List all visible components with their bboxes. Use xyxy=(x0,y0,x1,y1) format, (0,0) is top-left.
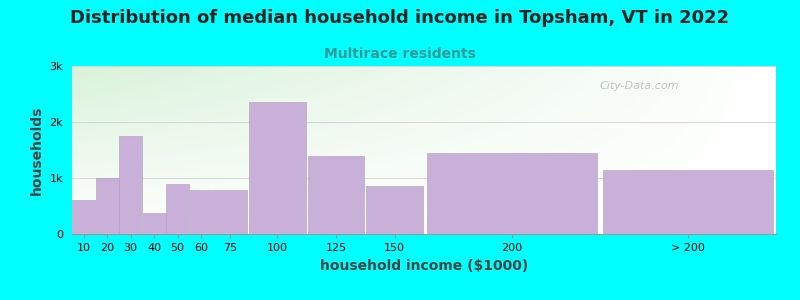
Bar xyxy=(307,156,365,234)
Bar xyxy=(426,153,598,234)
Bar xyxy=(119,136,142,234)
Bar xyxy=(249,102,306,234)
Y-axis label: households: households xyxy=(30,105,44,195)
Bar xyxy=(142,213,166,234)
Bar xyxy=(190,190,213,234)
Text: Distribution of median household income in Topsham, VT in 2022: Distribution of median household income … xyxy=(70,9,730,27)
Bar xyxy=(214,190,247,234)
Bar xyxy=(72,200,95,234)
Bar xyxy=(602,169,774,234)
Bar xyxy=(166,184,189,234)
Text: City-Data.com: City-Data.com xyxy=(600,81,679,91)
X-axis label: household income ($1000): household income ($1000) xyxy=(320,259,528,273)
Text: Multirace residents: Multirace residents xyxy=(324,46,476,61)
Bar xyxy=(96,178,118,234)
Bar xyxy=(366,186,423,234)
